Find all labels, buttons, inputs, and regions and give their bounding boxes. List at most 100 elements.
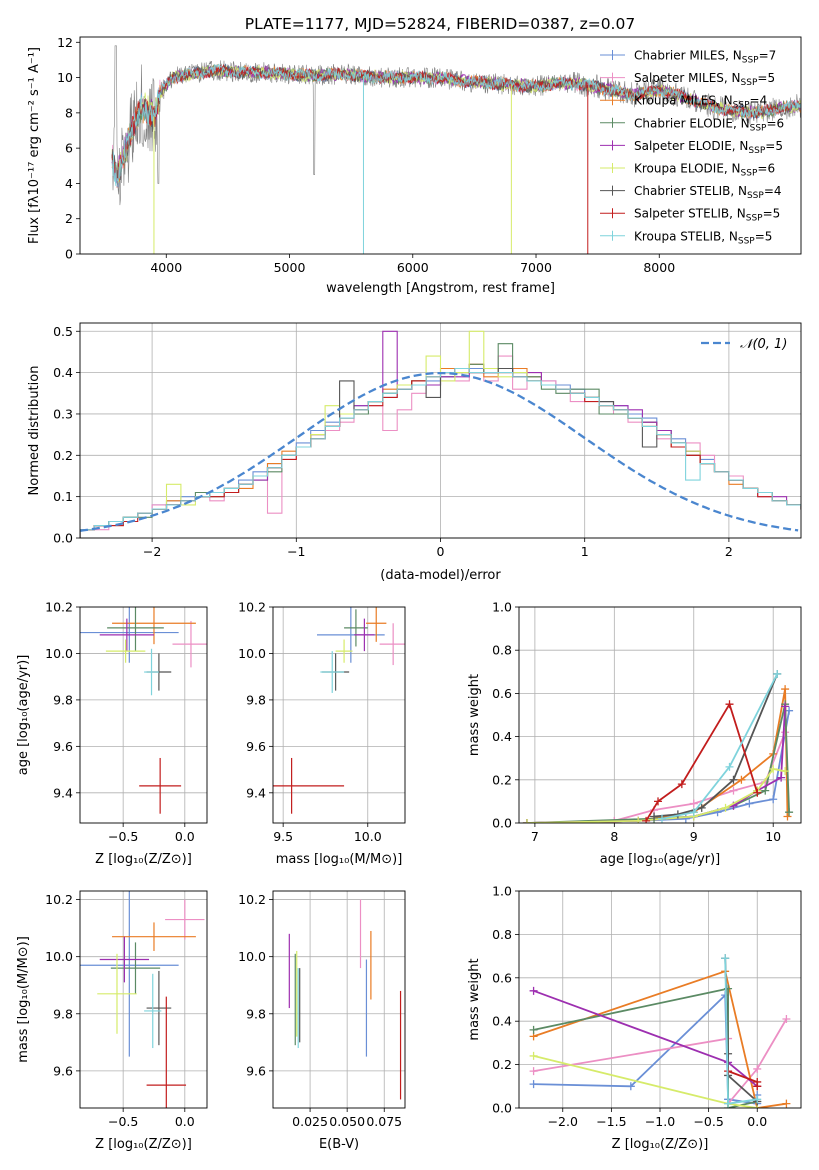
legend-entry-8: Kroupa STELIB, NSSP=5	[634, 229, 772, 246]
legend-text: Kroupa ELODIE, N	[634, 162, 741, 176]
x-tick-label: −1.5	[596, 1114, 626, 1129]
y-tick-label: 10.0	[238, 949, 266, 964]
legend-subscript: SSP	[741, 169, 758, 179]
residuals-legend: 𝒩(0, 1)	[701, 337, 787, 352]
y-tick-label: 6	[65, 141, 73, 156]
errorbar-point	[172, 620, 207, 668]
legend-text-tail: =5	[755, 229, 773, 243]
residuals-xlabel: (data-model)/error	[380, 568, 501, 583]
x-tick-label: 0.0	[175, 829, 195, 844]
mass-weight-marker	[781, 685, 790, 694]
mass-weight-marker	[753, 1082, 762, 1091]
residuals-ylabel: Normed distribution	[27, 366, 42, 496]
legend-text: Salpeter MILES, N	[634, 71, 741, 85]
mass-weight-marker	[529, 986, 538, 995]
mass-weight-marker	[724, 1099, 733, 1108]
mass-weight-marker	[642, 816, 651, 823]
errorbar-point	[317, 607, 385, 663]
y-tick-label: 0.3	[53, 406, 73, 421]
legend-text-tail: =4	[750, 94, 768, 108]
y-tick-label: 9.4	[53, 785, 73, 800]
massweight_vs_Z-ylabel: mass weight	[467, 958, 482, 1040]
mass-weight-marker	[753, 1064, 762, 1073]
spectrum-plot	[111, 45, 801, 254]
legend-subscript: SSP	[742, 56, 759, 66]
y-tick-label: 0.2	[492, 772, 512, 787]
legend-subscript: SSP	[738, 236, 755, 246]
y-tick-label: 9.6	[246, 1063, 266, 1078]
age_vs_Z-frame	[79, 606, 208, 824]
y-tick-label: 10.2	[45, 892, 73, 907]
legend-text-tail: =4	[764, 184, 782, 198]
mass-weight-marker	[785, 706, 794, 715]
errorbar-point	[99, 618, 154, 652]
y-tick-label: 9.6	[53, 739, 73, 754]
x-tick-label: 5000	[274, 260, 306, 275]
mass-weight-series	[533, 987, 758, 1108]
histogram-series	[80, 367, 801, 538]
mass-weight-marker	[724, 1049, 733, 1058]
legend-text-tail: =5	[765, 139, 783, 153]
x-tick-label: 1	[581, 544, 589, 559]
mass-weight-series	[661, 673, 779, 820]
mass-weight-marker	[769, 795, 778, 804]
histogram-series	[80, 355, 801, 538]
y-tick-label: 0.0	[492, 1101, 512, 1116]
mass-weight-marker	[657, 814, 666, 823]
massweight_vs_age-ylabel: mass weight	[467, 674, 482, 756]
errorbar-point	[354, 618, 375, 652]
y-tick-label: 10	[57, 70, 73, 85]
legend-entry-3: Chabrier ELODIE, NSSP=6	[634, 116, 784, 133]
errorbar-point	[107, 607, 164, 652]
residuals-plot	[80, 330, 801, 538]
mass-weight-marker	[781, 767, 790, 776]
x-tick-label: 0.025	[292, 1114, 328, 1129]
legend-text: Chabrier STELIB, N	[634, 184, 747, 198]
y-tick-label: 1.0	[492, 884, 512, 899]
errorbar-point	[165, 899, 205, 940]
x-tick-label: 7000	[520, 260, 552, 275]
y-tick-label: 9.8	[246, 692, 266, 707]
errorbar-point	[379, 623, 405, 666]
errorbar-point	[144, 648, 159, 696]
mass-weight-marker	[783, 812, 792, 821]
mass-weight-marker	[729, 786, 738, 795]
y-tick-label: 9.4	[246, 785, 266, 800]
legend-text: Kroupa MILES, N	[634, 94, 733, 108]
mass_vs_Z-plot	[80, 891, 207, 1108]
y-tick-label: 0.6	[492, 970, 512, 985]
mass-weight-marker	[725, 762, 734, 771]
x-tick-label: 4000	[150, 260, 182, 275]
mass-weight-marker	[529, 1067, 538, 1076]
mass-weight-marker	[769, 765, 778, 773]
spectrum-ylabel: Flux [fλ10⁻¹⁷ erg cm⁻² s⁻¹ A⁻¹]	[27, 47, 42, 244]
mass-weight-marker	[753, 1095, 762, 1104]
y-tick-label: 0.2	[492, 1057, 512, 1072]
y-tick-label: 10.2	[238, 892, 266, 907]
mass_vs_ebv-xlabel: E(B-V)	[319, 1137, 359, 1152]
legend-entry-1: Salpeter MILES, NSSP=5	[634, 71, 775, 88]
legend-text-tail: =6	[757, 162, 775, 176]
mass-weight-marker	[634, 816, 643, 823]
mass_vs_Z-frame	[79, 890, 208, 1109]
legend-text: Kroupa STELIB, N	[634, 229, 738, 243]
mass-weight-marker	[782, 1099, 791, 1108]
mass-weight-marker	[753, 788, 762, 797]
y-tick-label: 9.8	[246, 1006, 266, 1021]
legend-entry-7: Salpeter STELIB, NSSP=5	[634, 207, 780, 224]
y-tick-label: 0.6	[492, 686, 512, 701]
legend-subscript: SSP	[741, 78, 758, 88]
legend-text-tail: =6	[766, 116, 784, 130]
legend-text: Salpeter ELODIE, N	[634, 139, 748, 153]
age_vs_mass-axes	[269, 606, 369, 827]
massweight_vs_Z-frame	[518, 890, 802, 1109]
age_vs_Z-ylabel: age [log₁₀(age/yr)]	[16, 655, 31, 776]
mass-weight-marker	[729, 775, 738, 784]
x-tick-label: −1	[287, 544, 305, 559]
x-tick-label: 10.0	[354, 829, 382, 844]
y-tick-label: 0.4	[53, 365, 73, 380]
legend-text: Chabrier MILES, N	[634, 49, 742, 63]
x-tick-label: 8000	[643, 260, 675, 275]
mass-weight-marker	[761, 786, 770, 795]
